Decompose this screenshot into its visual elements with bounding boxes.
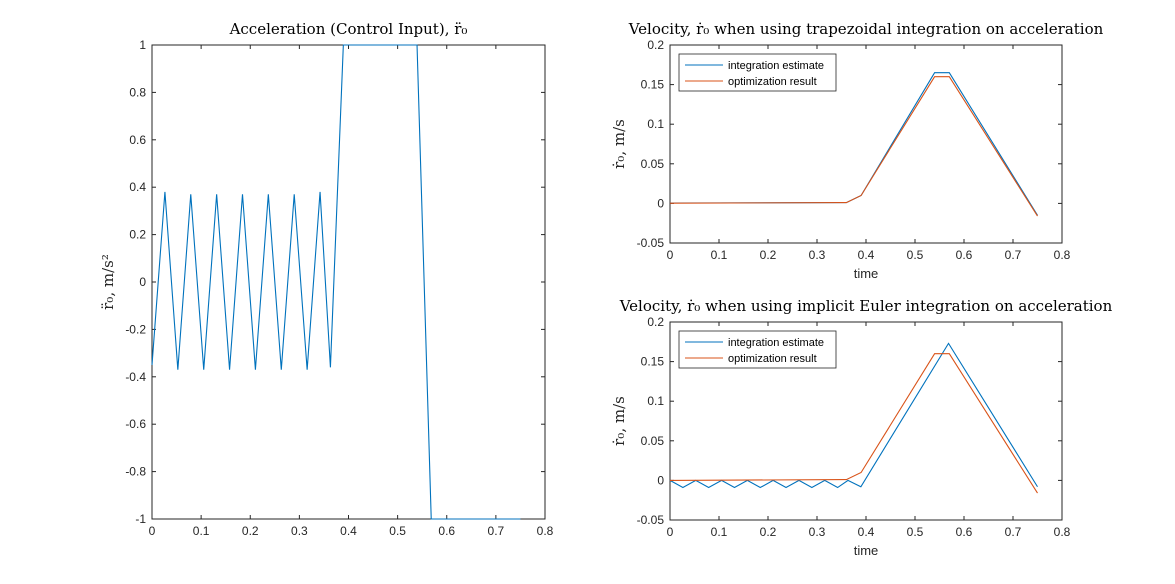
y-tick-label: 0	[657, 473, 664, 487]
y-axis-label: ṙ₀, m/s	[610, 396, 628, 446]
y-tick-label: 0.6	[129, 133, 146, 147]
x-axis-label: time	[854, 266, 879, 281]
x-tick-label: 0.4	[340, 524, 357, 538]
x-tick-label: 0.3	[809, 525, 826, 539]
x-tick-label: 0.5	[907, 248, 924, 262]
x-tick-label: 0	[667, 525, 674, 539]
x-axis-label: time	[854, 543, 879, 558]
x-tick-label: 0.4	[858, 525, 875, 539]
x-tick-label: 0.6	[956, 525, 973, 539]
y-tick-label: 0.1	[647, 394, 664, 408]
y-tick-label: -0.6	[125, 417, 146, 431]
series-line-2	[669, 353, 1038, 494]
chart-title: Velocity, ṙ₀ when using trapezoidal inte…	[628, 20, 1104, 38]
x-tick-label: 0.1	[193, 524, 210, 538]
y-tick-label: 0.1	[647, 117, 664, 131]
x-tick-label: 0.7	[488, 524, 505, 538]
y-tick-label: 0.15	[641, 355, 665, 369]
x-tick-label: 0	[667, 248, 674, 262]
x-tick-label: 0.7	[1005, 248, 1022, 262]
x-tick-label: 0.8	[1054, 525, 1071, 539]
y-tick-label: -0.8	[125, 465, 146, 479]
y-tick-label: -0.05	[637, 513, 665, 527]
x-tick-label: 0.5	[389, 524, 406, 538]
subplot-3: 0 0.1 0.2 0.3 0.4 0.5 0.6 0.7 0.8-0.0500.050.10.…	[610, 297, 1113, 558]
series-line-1	[151, 44, 521, 520]
series-line-1	[669, 342, 1038, 489]
axes-box	[151, 44, 546, 520]
subplot-2: 0 0.1 0.2 0.3 0.4 0.5 0.6 0.7 0.8-0.0500.050.10.…	[610, 20, 1104, 281]
x-tick-label: 0.2	[760, 525, 777, 539]
x-tick-label: 0	[149, 524, 156, 538]
x-tick-label: 0.1	[711, 525, 728, 539]
subplot-1: 0 0.1 0.2 0.3 0.4 0.5 0.6 0.7 0.8 -1 -0.8 -0.6 -0.4 -…	[99, 20, 554, 538]
y-tick-label: 0.2	[647, 38, 664, 52]
y-tick-label: 0.4	[129, 180, 146, 194]
legend-entry: integration estimate	[728, 60, 824, 72]
y-tick-label: -1	[135, 512, 146, 526]
legend-entry: optimization result	[728, 76, 817, 88]
y-tick-label: -0.2	[125, 322, 146, 336]
x-tick-label: 0.2	[242, 524, 259, 538]
series-line-2	[669, 76, 1038, 217]
x-tick-label: 0.7	[1005, 525, 1022, 539]
x-tick-label: 0.6	[956, 248, 973, 262]
legend-box	[678, 53, 837, 92]
y-tick-label: 0.8	[129, 85, 146, 99]
x-tick-label: 0.3	[809, 248, 826, 262]
y-tick-label: 0	[139, 275, 146, 289]
x-tick-label: 0.3	[291, 524, 308, 538]
legend: integration estimate optimization result	[678, 330, 837, 369]
y-tick-label: 0.2	[647, 315, 664, 329]
y-tick-label: 0	[657, 196, 664, 210]
legend: integration estimate optimization result	[678, 53, 837, 92]
y-axis-label: r̈₀, m/s²	[99, 254, 117, 310]
y-tick-label: -0.4	[125, 370, 146, 384]
legend-entry: optimization result	[728, 353, 817, 365]
y-tick-label: 1	[139, 38, 146, 52]
x-tick-label: 0.8	[1054, 248, 1071, 262]
y-tick-label: 0.15	[641, 78, 665, 92]
legend-entry: integration estimate	[728, 337, 824, 349]
chart-title: Velocity, ṙ₀ when using implicit Euler i…	[619, 297, 1113, 315]
x-tick-label: 0.6	[438, 524, 455, 538]
x-tick-label: 0.1	[711, 248, 728, 262]
x-tick-label: 0.2	[760, 248, 777, 262]
y-axis-label: ṙ₀, m/s	[610, 119, 628, 169]
x-tick-label: 0.4	[858, 248, 875, 262]
x-tick-label: 0.8	[537, 524, 554, 538]
x-tick-label: 0.5	[907, 525, 924, 539]
chart-title: Acceleration (Control Input), r̈₀	[229, 20, 468, 38]
y-tick-label: 0.05	[641, 434, 665, 448]
y-tick-label: -0.05	[637, 236, 665, 250]
legend-box	[678, 330, 837, 369]
y-tick-label: 0.05	[641, 157, 665, 171]
y-tick-label: 0.2	[129, 228, 146, 242]
